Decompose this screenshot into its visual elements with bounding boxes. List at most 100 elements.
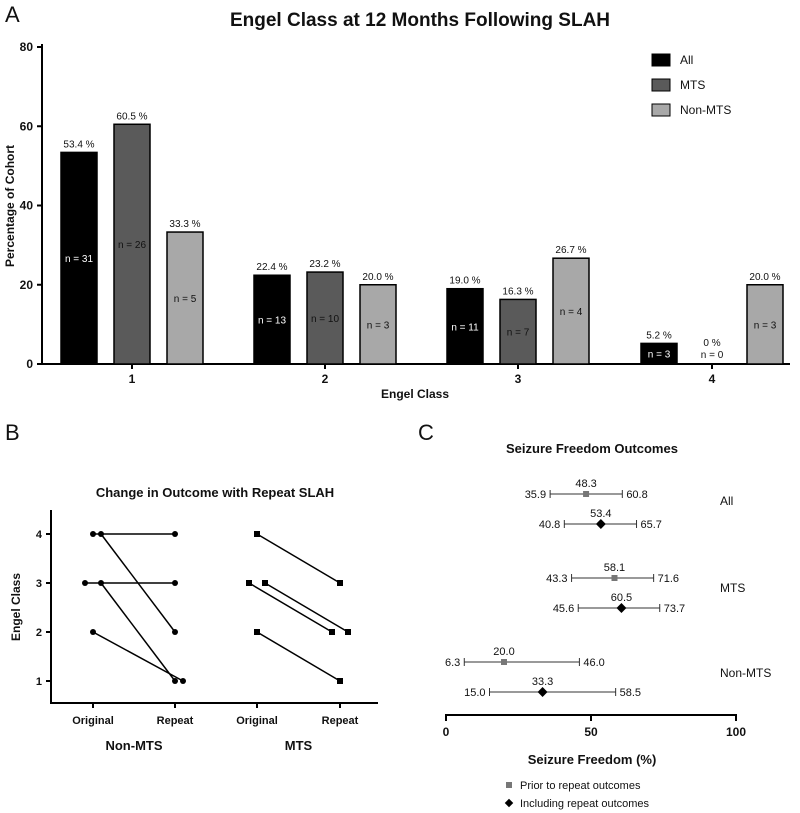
point-value-label: 60.5 [611, 592, 632, 604]
ci-high-label: 58.5 [620, 687, 641, 699]
x-tick-label-b: Repeat [157, 715, 194, 727]
panel-letter-C: C [418, 420, 434, 445]
ci-low-label: 43.3 [546, 573, 567, 585]
square-marker [611, 575, 618, 581]
bar-value-label: 26.7 % [555, 245, 586, 256]
chart-a-title: Engel Class at 12 Months Following SLAH [230, 10, 610, 31]
legend-label: MTS [680, 78, 705, 92]
x-tick-label-c: 100 [726, 725, 746, 739]
bar-n-label: n = 10 [311, 314, 340, 325]
square-marker [583, 491, 590, 497]
bar-n-label: n = 11 [451, 322, 479, 333]
circle-marker [98, 531, 104, 537]
x-tick-label-b: Original [72, 715, 114, 727]
bar-value-label: 0 % [703, 338, 720, 349]
y-tick-label-a: 0 [26, 357, 33, 371]
point-value-label: 33.3 [532, 676, 553, 688]
bar-non-mts [359, 284, 397, 365]
bar-value-label: 19.0 % [449, 276, 480, 287]
panel-letter-B: B [5, 420, 20, 445]
diamond-marker [595, 519, 606, 529]
group-label-mts: MTS [720, 581, 745, 595]
y-tick-label-a: 40 [20, 199, 34, 213]
panel-letter-A: A [5, 2, 20, 27]
bar-all [446, 287, 484, 365]
square-marker [254, 531, 260, 537]
square-marker [337, 678, 343, 684]
legend-label-c: Including repeat outcomes [520, 798, 650, 810]
circle-marker [172, 580, 178, 586]
group-label-non-mts: Non-MTS [105, 738, 162, 753]
bar-value-label: 20.0 % [362, 272, 393, 283]
bar-all [253, 274, 291, 365]
bar-n-label: n = 3 [754, 320, 777, 331]
legend-label: Non-MTS [680, 103, 731, 117]
ci-low-label: 40.8 [539, 519, 560, 531]
bar-non-mts [746, 284, 784, 365]
square-marker [254, 629, 260, 635]
y-tick-label-b: 2 [36, 627, 42, 639]
legend-label: All [680, 53, 693, 67]
bar-non-mts [552, 257, 590, 365]
x-tick-label-a: 4 [709, 372, 716, 386]
diamond-marker [616, 603, 627, 613]
x-tick-label-a: 1 [129, 372, 136, 386]
square-marker [329, 629, 335, 635]
ci-low-label: 6.3 [445, 657, 460, 669]
x-tick-label-a: 2 [322, 372, 329, 386]
bar-n-label: n = 3 [367, 320, 390, 331]
circle-marker [98, 580, 104, 586]
y-axis-label-a: Percentage of Cohort [3, 145, 17, 267]
bar-value-label: 33.3 % [169, 219, 200, 230]
y-tick-label-b: 4 [36, 529, 43, 541]
bar-value-label: 22.4 % [256, 262, 287, 273]
x-axis-label-a: Engel Class [381, 387, 449, 401]
ci-high-label: 60.8 [626, 489, 647, 501]
legend-swatch-all [651, 53, 671, 67]
outcome-line [264, 582, 349, 633]
y-tick-label-b: 1 [36, 676, 42, 688]
bar-value-label: 23.2 % [309, 259, 340, 270]
circle-marker [172, 531, 178, 537]
y-tick-label-a: 20 [20, 278, 34, 292]
circle-marker [90, 531, 96, 537]
x-tick-label-c: 0 [443, 725, 450, 739]
outcome-line [248, 582, 333, 633]
bar-n-label: n = 26 [118, 240, 147, 251]
bar-all [60, 151, 98, 365]
y-tick-label-b: 3 [36, 578, 42, 590]
group-label-all: All [720, 494, 733, 508]
point-value-label: 48.3 [575, 478, 596, 490]
circle-marker [180, 678, 186, 684]
group-label-mts: MTS [285, 738, 313, 753]
ci-low-label: 15.0 [464, 687, 485, 699]
x-tick-label-c: 50 [584, 725, 598, 739]
ci-high-label: 73.7 [664, 603, 685, 615]
bar-n-label: n = 0 [701, 350, 724, 361]
outcome-line [256, 631, 341, 682]
circle-marker [172, 629, 178, 635]
diamond-marker [537, 687, 548, 697]
legend-diamond-icon [504, 798, 514, 808]
outcome-line [256, 533, 341, 584]
ci-low-label: 35.9 [525, 489, 546, 501]
bar-n-label: n = 7 [507, 328, 530, 339]
legend-label-c: Prior to repeat outcomes [520, 780, 641, 792]
legend-swatch-mts [651, 78, 671, 92]
group-label-non-mts: Non-MTS [720, 666, 771, 680]
legend-swatch-non-mts [651, 103, 671, 117]
bar-mts [113, 123, 151, 365]
bar-non-mts [166, 231, 204, 365]
bar-value-label: 60.5 % [116, 111, 147, 122]
square-marker [501, 659, 507, 665]
x-tick-label-b: Repeat [322, 715, 359, 727]
point-value-label: 58.1 [604, 562, 625, 574]
x-axis-label-c: Seizure Freedom (%) [528, 752, 657, 767]
square-marker [345, 629, 351, 635]
x-tick-label-a: 3 [515, 372, 522, 386]
chart-c-title: Seizure Freedom Outcomes [506, 441, 678, 456]
outcome-line [92, 631, 184, 682]
square-marker [262, 580, 268, 586]
ci-low-label: 45.6 [553, 603, 574, 615]
square-marker [337, 580, 343, 586]
